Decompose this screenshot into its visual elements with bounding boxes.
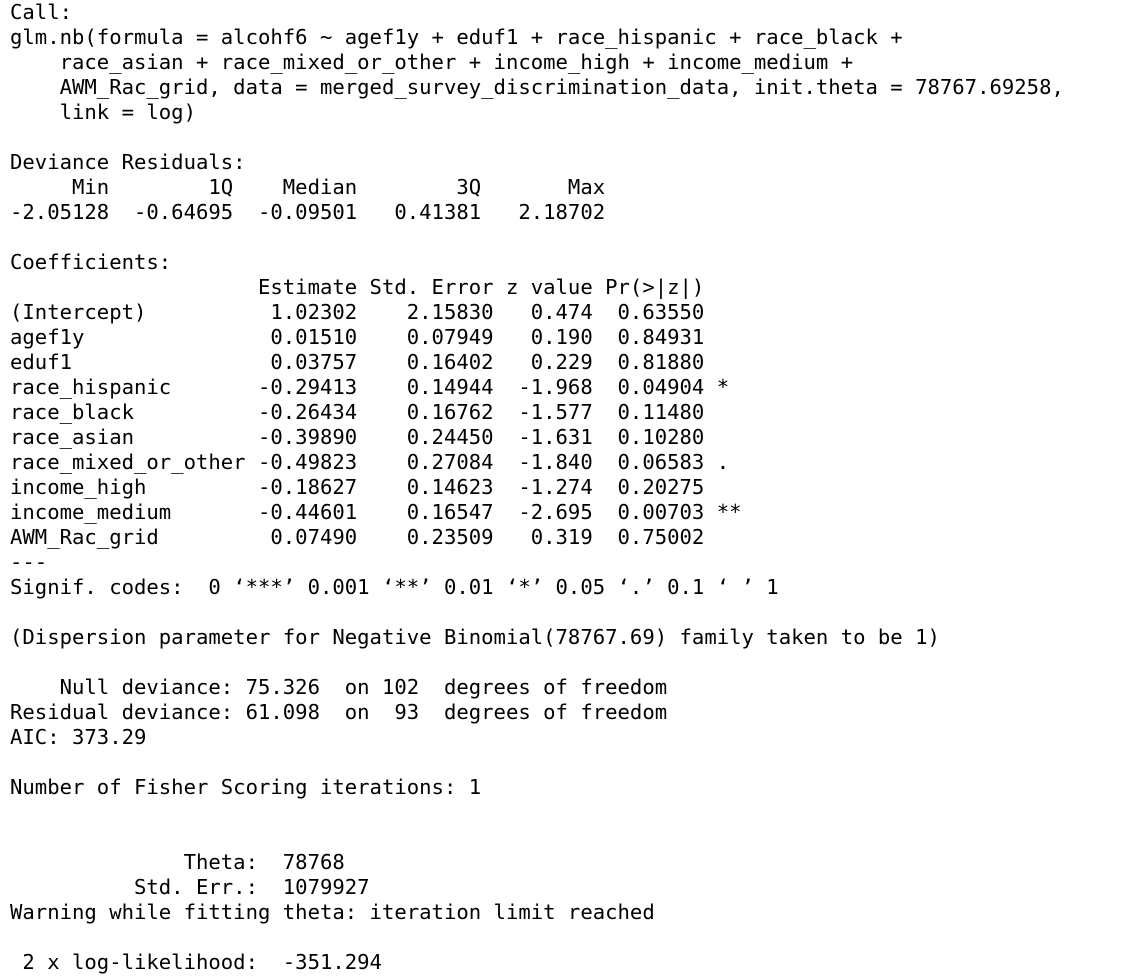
console-line: race_hispanic -0.29413 0.14944 -1.968 0.… [10, 375, 730, 399]
console-line [10, 825, 1137, 850]
console-line: race_asian + race_mixed_or_other + incom… [10, 50, 854, 74]
console-line: --- [10, 550, 48, 574]
console-line: Theta: 78768 [10, 850, 345, 874]
console-line: Signif. codes: 0 ‘***’ 0.001 ‘**’ 0.01 ‘… [10, 575, 779, 599]
console-line: Min 1Q Median 3Q Max [10, 175, 606, 199]
console-line: AWM_Rac_grid, data = merged_survey_discr… [10, 75, 1064, 99]
console-line: Residual deviance: 61.098 on 93 degrees … [10, 700, 668, 724]
console-line [10, 650, 1137, 675]
console-line: (Intercept) 1.02302 2.15830 0.474 0.6355… [10, 300, 705, 324]
console-line: Std. Err.: 1079927 [10, 875, 370, 899]
console-line: Null deviance: 75.326 on 102 degrees of … [10, 675, 668, 699]
console-line: income_medium -0.44601 0.16547 -2.695 0.… [10, 500, 742, 524]
console-line: -2.05128 -0.64695 -0.09501 0.41381 2.187… [10, 200, 606, 224]
console-line [10, 600, 1137, 625]
console-line: Coefficients: [10, 250, 172, 274]
console-line: Number of Fisher Scoring iterations: 1 [10, 775, 482, 799]
console-line: race_mixed_or_other -0.49823 0.27084 -1.… [10, 450, 730, 474]
console-line: Estimate Std. Error z value Pr(>|z|) [10, 275, 705, 299]
console-line: Call: [10, 0, 72, 24]
console-line [10, 750, 1137, 775]
console-line [10, 225, 1137, 250]
console-line: glm.nb(formula = alcohf6 ~ agef1y + eduf… [10, 25, 903, 49]
console-line: race_asian -0.39890 0.24450 -1.631 0.102… [10, 425, 705, 449]
console-line: Warning while fitting theta: iteration l… [10, 900, 655, 924]
console-line: AWM_Rac_grid 0.07490 0.23509 0.319 0.750… [10, 525, 705, 549]
console-line [10, 125, 1137, 150]
console-line: Deviance Residuals: [10, 150, 246, 174]
console-line [10, 800, 1137, 825]
console-line: income_high -0.18627 0.14623 -1.274 0.20… [10, 475, 705, 499]
console-line: eduf1 0.03757 0.16402 0.229 0.81880 [10, 350, 705, 374]
console-line: (Dispersion parameter for Negative Binom… [10, 625, 940, 649]
console-line: link = log) [10, 100, 196, 124]
console-line: 2 x log-likelihood: -351.294 [10, 950, 382, 974]
console-line: AIC: 373.29 [10, 725, 147, 749]
console-line: race_black -0.26434 0.16762 -1.577 0.114… [10, 400, 705, 424]
console-line: agef1y 0.01510 0.07949 0.190 0.84931 [10, 325, 705, 349]
console-line [10, 925, 1137, 950]
